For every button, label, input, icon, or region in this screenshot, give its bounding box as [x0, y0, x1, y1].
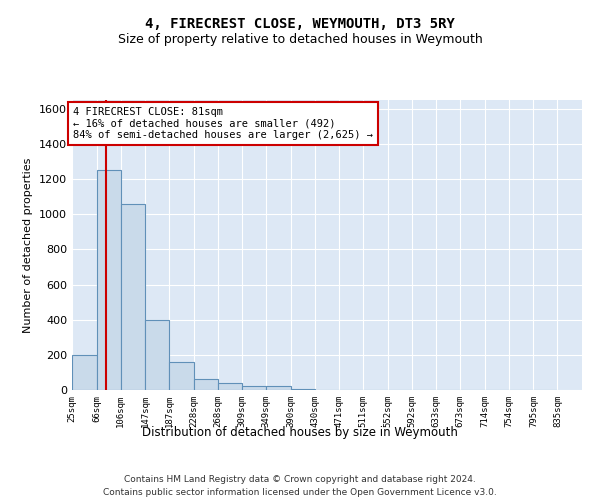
Bar — [194, 380, 218, 390]
Bar — [242, 386, 266, 390]
Bar — [169, 362, 194, 390]
Bar — [218, 383, 242, 390]
Text: Distribution of detached houses by size in Weymouth: Distribution of detached houses by size … — [142, 426, 458, 439]
Bar — [291, 389, 315, 390]
Y-axis label: Number of detached properties: Number of detached properties — [23, 158, 34, 332]
Bar — [145, 320, 169, 390]
Bar — [266, 386, 291, 390]
Text: Contains public sector information licensed under the Open Government Licence v3: Contains public sector information licen… — [103, 488, 497, 497]
Bar — [121, 204, 145, 390]
Text: 4, FIRECREST CLOSE, WEYMOUTH, DT3 5RY: 4, FIRECREST CLOSE, WEYMOUTH, DT3 5RY — [145, 18, 455, 32]
Text: Size of property relative to detached houses in Weymouth: Size of property relative to detached ho… — [118, 32, 482, 46]
Bar — [97, 170, 121, 390]
Text: Contains HM Land Registry data © Crown copyright and database right 2024.: Contains HM Land Registry data © Crown c… — [124, 476, 476, 484]
Text: 4 FIRECREST CLOSE: 81sqm
← 16% of detached houses are smaller (492)
84% of semi-: 4 FIRECREST CLOSE: 81sqm ← 16% of detach… — [73, 107, 373, 140]
Bar — [72, 355, 97, 390]
